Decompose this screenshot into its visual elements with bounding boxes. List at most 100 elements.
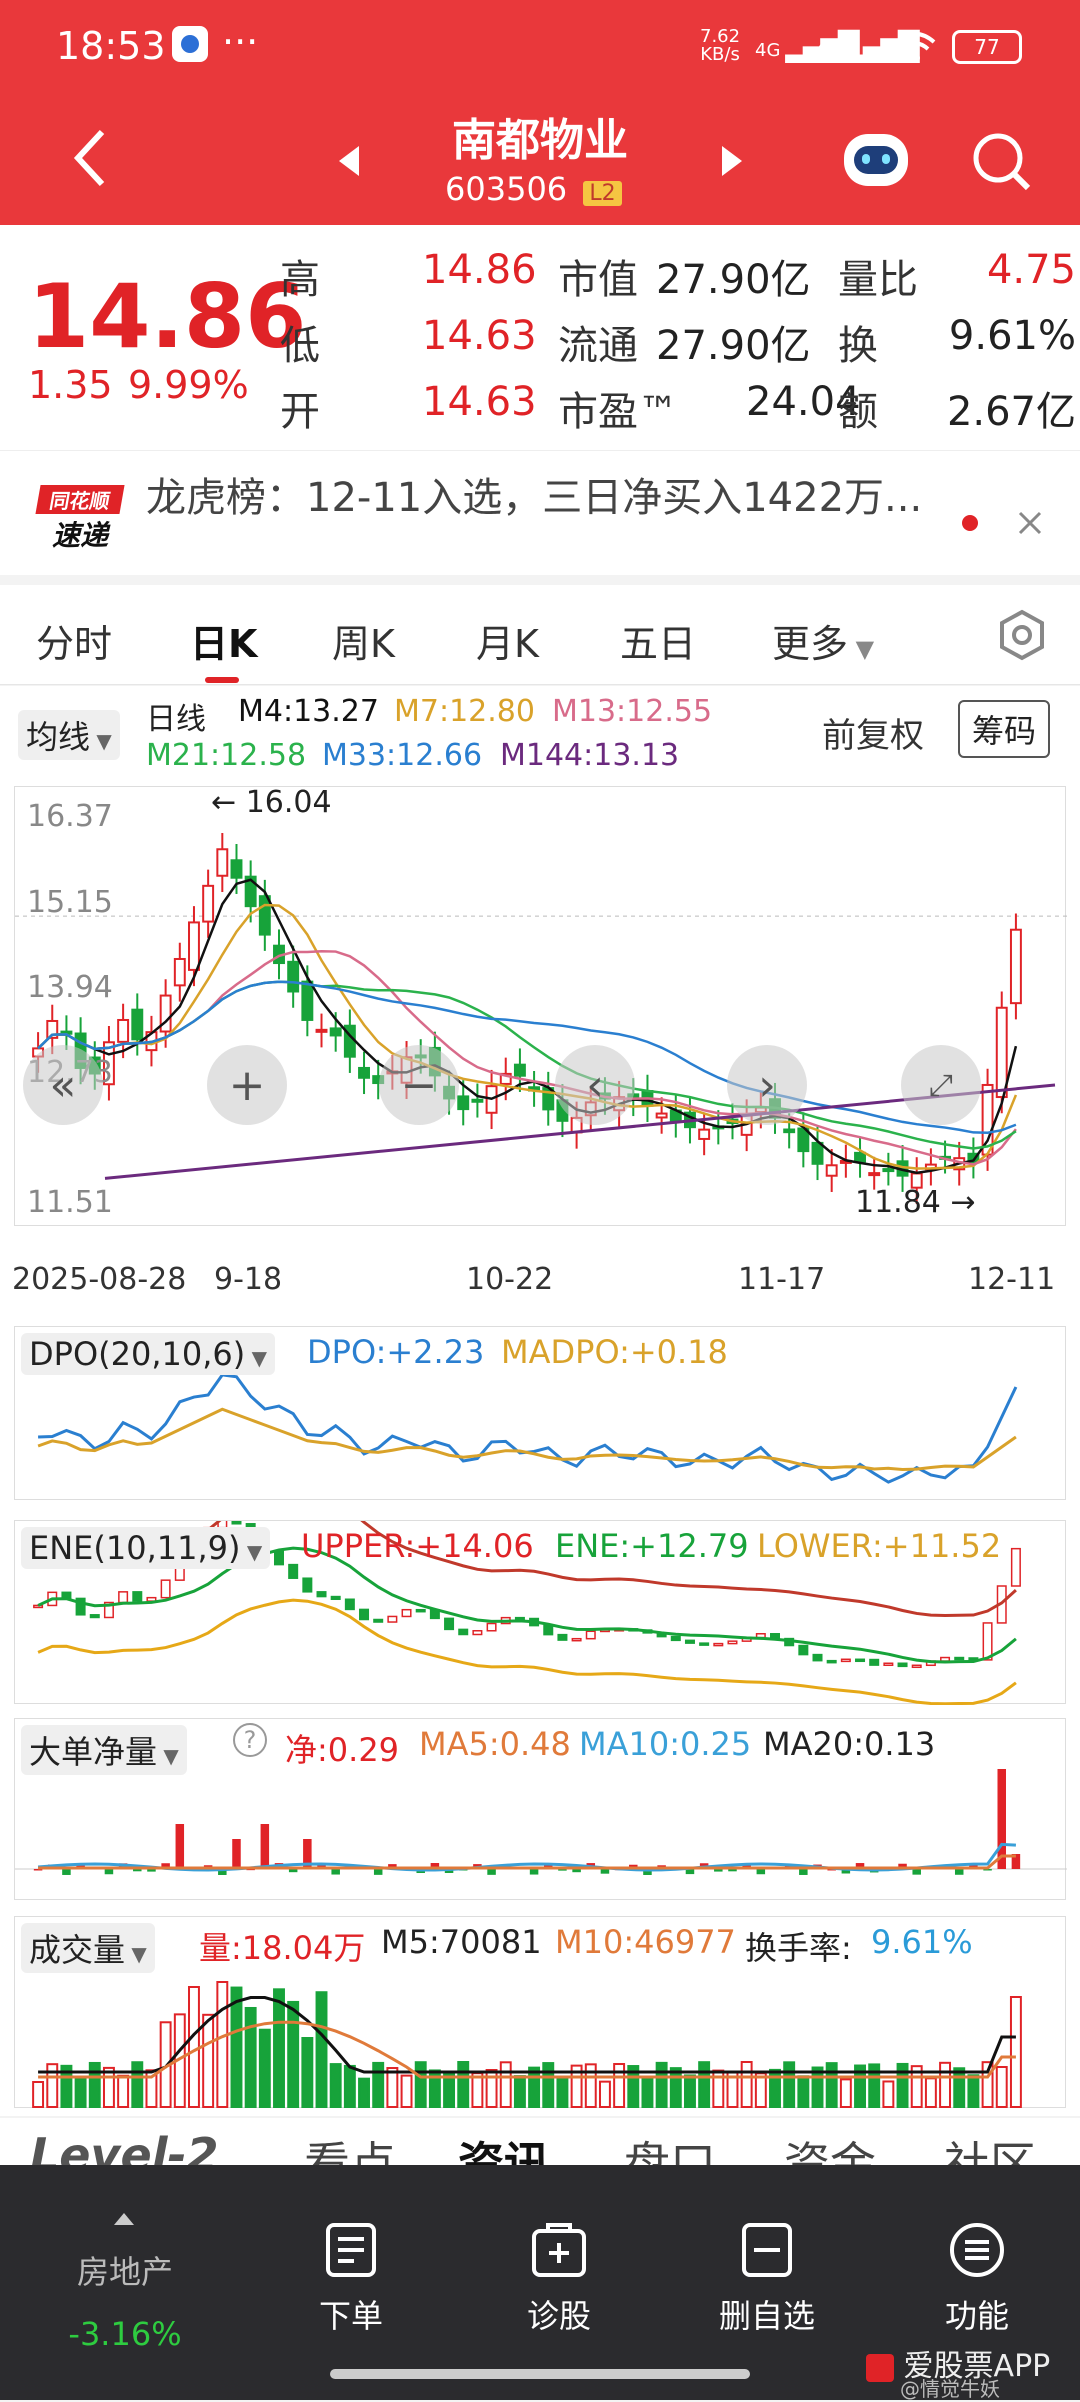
kline-chart[interactable] — [15, 787, 1067, 1227]
volume-m10-line — [38, 2020, 1016, 2079]
news-banner[interactable]: 同花顺 速递 龙虎榜：12-11入选，三日净买入1422万... — [0, 450, 1080, 575]
indicator-selector-ene[interactable]: ENE(10,11,9) ▼ — [21, 1527, 271, 1569]
madpo-value: MADPO:+0.18 — [501, 1333, 728, 1371]
volume-bar — [1009, 1996, 1022, 2108]
candle — [514, 1616, 525, 1621]
zoom-in-icon[interactable]: + — [207, 1045, 287, 1125]
dpo-panel[interactable]: DPO(20,10,6) ▼ DPO:+2.23 MADPO:+0.18 — [14, 1326, 1066, 1500]
diagnose-button[interactable]: 诊股 — [526, 2297, 591, 2335]
home-indicator[interactable] — [330, 2369, 750, 2379]
candle — [301, 980, 314, 1021]
indicator-selector-ma[interactable]: 均线 ▼ — [18, 710, 120, 760]
bigorder-ma20-value: MA20:0.13 — [763, 1725, 936, 1763]
turnover-value: 9.61% — [871, 1923, 973, 1961]
indicator-selector-dpo[interactable]: DPO(20,10,6) ▼ — [21, 1333, 275, 1375]
ma144-line — [104, 1083, 1056, 1180]
tab-monthly-k[interactable]: 月K — [476, 622, 539, 666]
tab-intraday[interactable]: 分时 — [36, 622, 113, 666]
chart-area: 均线 ▼ 日线 M4:13.27 M7:12.80 M13:12.55 M21:… — [0, 686, 1080, 2116]
ma7-value: M7:12.80 — [394, 694, 535, 729]
volume-bar — [868, 2063, 881, 2108]
candle — [513, 1063, 526, 1077]
ma21-value: M21:12.58 — [146, 738, 307, 773]
kline-panel[interactable]: 16.37 15.15 13.94 12.73 11.51 ← 16.04 11… — [14, 785, 1067, 1227]
sector-expand-icon[interactable] — [114, 2213, 134, 2225]
diagnose-icon[interactable] — [530, 2221, 588, 2279]
functions-button[interactable]: 功能 — [944, 2297, 1009, 2335]
indicator-selector-volume[interactable]: 成交量 ▼ — [21, 1923, 155, 1973]
bigorder-bar — [288, 1869, 298, 1873]
order-button[interactable]: 下单 — [318, 2297, 383, 2335]
candle — [486, 1622, 497, 1632]
volume-bar — [939, 2061, 952, 2108]
tab-weekly-k[interactable]: 周K — [332, 622, 395, 666]
search-icon[interactable] — [970, 130, 1034, 194]
candle — [159, 994, 172, 1033]
volume-bar — [896, 2062, 909, 2109]
adjust-type[interactable]: 前复权 — [822, 716, 924, 756]
ytick-label: 13.94 — [27, 970, 113, 1005]
bigorder-bar — [218, 1869, 227, 1875]
bigorder-bar — [430, 1863, 440, 1869]
bigorder-bar — [147, 1869, 156, 1872]
close-icon[interactable] — [1016, 509, 1044, 537]
prev-stock-icon[interactable] — [335, 144, 363, 178]
functions-icon[interactable] — [948, 2221, 1006, 2279]
candle — [811, 1141, 824, 1165]
tab-more[interactable]: 更多 ▼ — [772, 622, 875, 666]
ene-lower-line — [37, 1598, 1017, 1706]
indicator-selector-bigorder[interactable]: 大单净量 ▼ — [21, 1725, 187, 1775]
volume-bar — [556, 2078, 569, 2109]
bigorder-ma5-line — [38, 1854, 1016, 1870]
xtick-label: 2025-08-28 — [12, 1262, 187, 1297]
scroll-left-icon[interactable]: « — [23, 1045, 103, 1125]
chip-distribution-button[interactable]: 筹码 — [958, 700, 1051, 758]
xtick-label: 11-17 — [738, 1262, 826, 1297]
prev-bar-icon[interactable]: ‹ — [555, 1045, 635, 1125]
volume-bar — [598, 2080, 611, 2109]
remove-watchlist-button[interactable]: 删自选 — [718, 2297, 815, 2335]
volume-bar — [570, 2064, 583, 2108]
candle — [713, 1642, 724, 1647]
volume-bar — [414, 2061, 427, 2108]
volume-bar — [655, 2061, 668, 2109]
volume-bar — [400, 2074, 413, 2108]
volume-bar — [967, 2074, 980, 2108]
bigorder-bar — [373, 1869, 383, 1875]
candle — [854, 1151, 866, 1163]
help-icon[interactable]: ? — [233, 1723, 267, 1757]
candle — [798, 1644, 809, 1656]
bigorder-ma10-line — [37, 1842, 1016, 1872]
settings-icon[interactable] — [996, 609, 1048, 661]
tab-daily-k[interactable]: 日K — [190, 622, 258, 666]
candle — [401, 1608, 412, 1618]
order-icon[interactable] — [324, 2221, 378, 2279]
volume-bar — [188, 1986, 200, 2108]
back-icon[interactable] — [70, 128, 110, 188]
sector-name[interactable]: 房地产 — [76, 2253, 173, 2291]
ytick-label: 16.37 — [27, 799, 113, 834]
bigorder-bar — [898, 1863, 907, 1869]
zoom-out-icon[interactable]: − — [379, 1045, 459, 1125]
robot-assistant-icon[interactable] — [838, 126, 914, 194]
ma-period-label: 日线 — [146, 702, 206, 737]
next-stock-icon[interactable] — [718, 144, 746, 178]
candle — [826, 1659, 837, 1664]
quote-label-high: 高 — [280, 257, 320, 303]
bigorder-bar — [728, 1869, 737, 1872]
volume-panel[interactable]: 成交量 ▼ 量:18.04万 M5:70081 M10:46977 换手率: 9… — [14, 1916, 1066, 2109]
watermark: 爱股票APP — [866, 2341, 1050, 2385]
big-order-panel[interactable]: 大单净量 ▼ ? 净:0.29 MA5:0.48 MA10:0.25 MA20:… — [14, 1718, 1067, 1900]
ene-upper-value: UPPER:+14.06 — [301, 1527, 534, 1565]
ene-mid-value: ENE:+12.79 — [555, 1527, 749, 1565]
bigorder-bar — [855, 1863, 865, 1869]
volume-bar — [542, 2062, 555, 2108]
candle — [302, 1577, 313, 1593]
tab-five-day[interactable]: 五日 — [620, 622, 697, 666]
candle — [444, 1617, 455, 1631]
fullscreen-icon[interactable]: ⤢ — [901, 1045, 981, 1125]
ene-panel[interactable]: ENE(10,11,9) ▼ UPPER:+14.06 ENE:+12.79 L… — [14, 1488, 1066, 1706]
next-bar-icon[interactable]: › — [727, 1045, 807, 1125]
bigorder-bar — [487, 1869, 496, 1875]
remove-watchlist-icon[interactable] — [740, 2221, 794, 2279]
